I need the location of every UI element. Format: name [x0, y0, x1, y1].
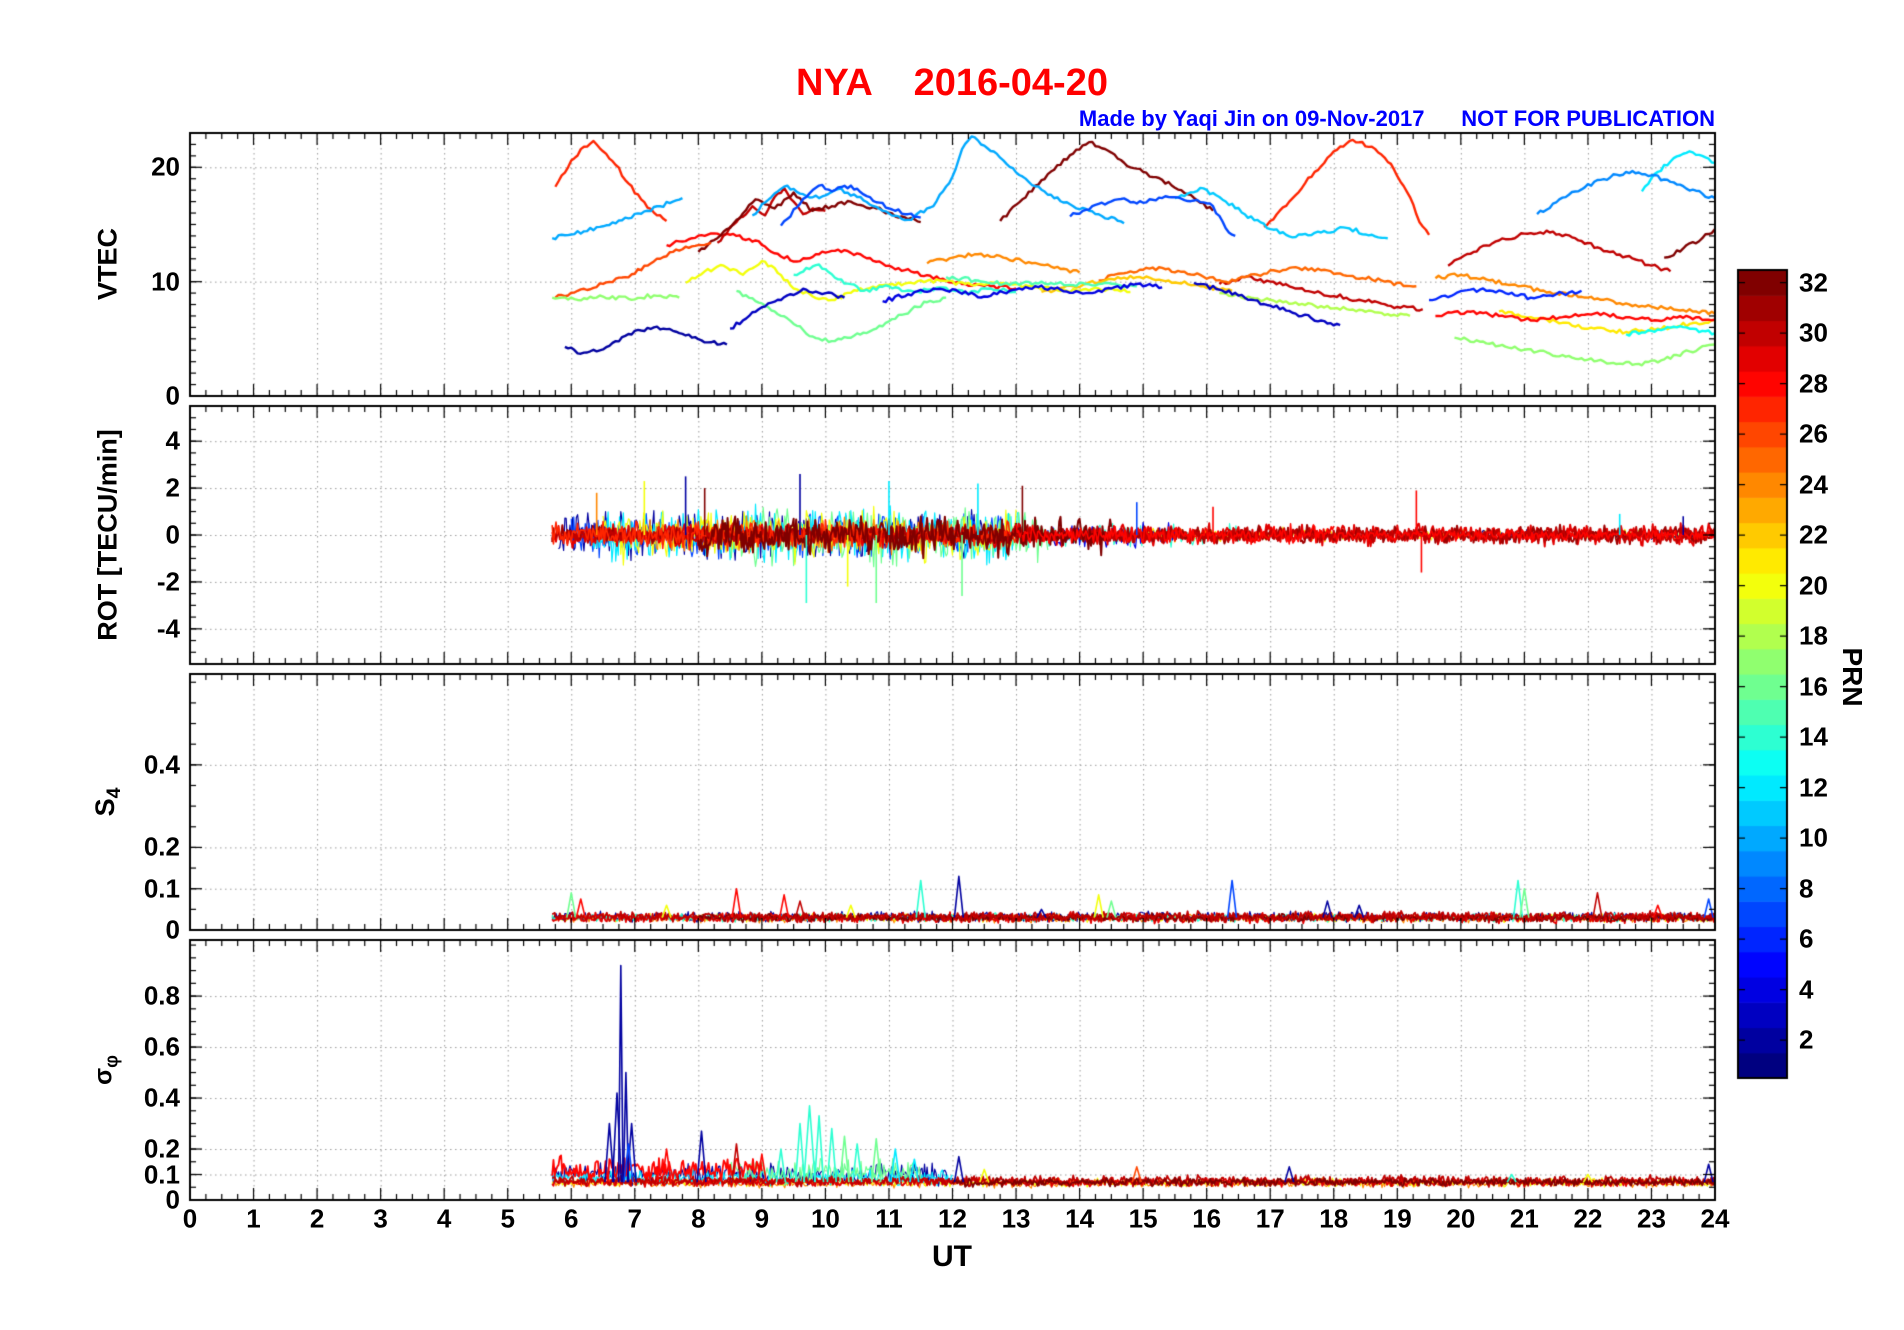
- figure: NYA 2016-04-20 Made by Yaqi Jin on 09-No…: [0, 0, 1904, 1330]
- chart-canvas: [0, 0, 1904, 1330]
